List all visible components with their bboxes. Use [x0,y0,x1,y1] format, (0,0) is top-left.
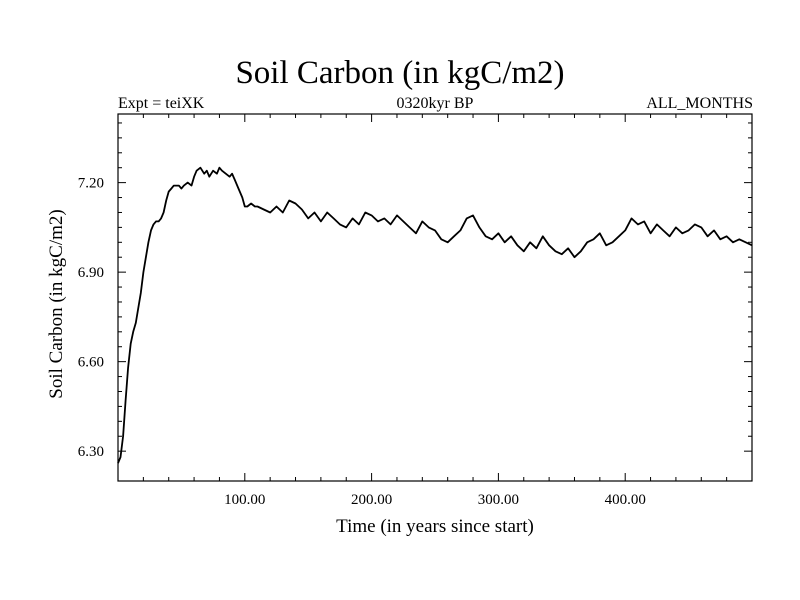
plot-frame [117,113,753,482]
axis-ticks [118,114,752,481]
y-tick-label: 6.60 [78,355,104,371]
x-tick-label: 200.00 [351,492,392,508]
series-layer [117,166,753,464]
x-tick-label: 400.00 [605,492,646,508]
months-label: ALL_MONTHS [646,95,753,112]
tick-labels: 6.30 6.60 6.90 7.20 100.00 200.00 300.00 400.00 [78,176,646,508]
x-tick-label: 300.00 [478,492,519,508]
y-tick-label: 7.20 [78,176,104,192]
x-tick-label: 100.00 [224,492,265,508]
y-tick-label: 6.30 [78,444,104,460]
y-axis-label: Soil Carbon (in kgC/m2) [46,209,67,398]
soil-carbon-series-line [117,166,753,464]
y-tick-label: 6.90 [78,265,104,281]
x-axis-label: Time (in years since start) [336,516,534,537]
chart-title: Soil Carbon (in kgC/m2) [235,55,565,91]
experiment-label: Expt = teiXK [118,95,205,112]
period-label: 0320kyr BP [396,95,474,112]
